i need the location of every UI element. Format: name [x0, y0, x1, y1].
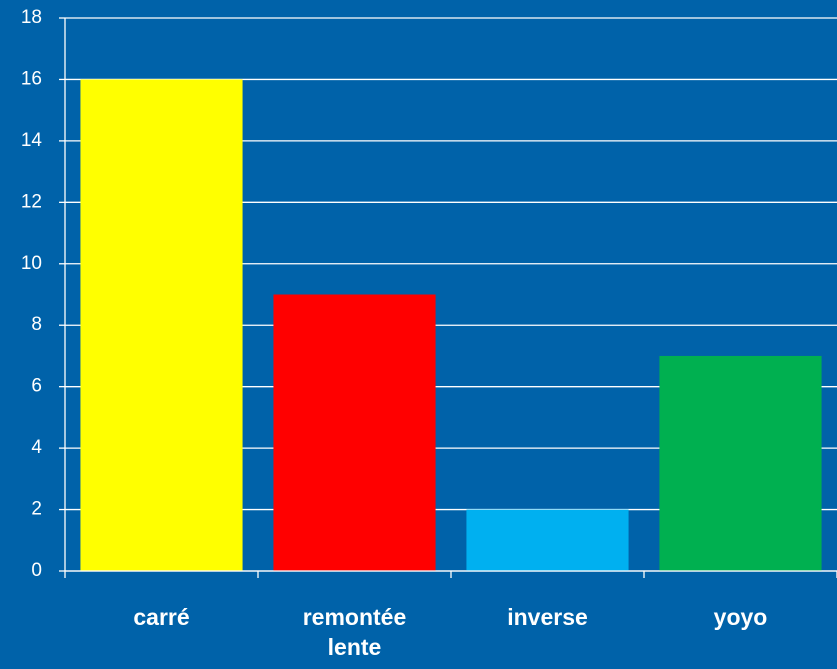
- x-tick-label: carré: [133, 604, 190, 630]
- bar: [273, 294, 436, 571]
- bar: [466, 509, 629, 571]
- bar: [659, 355, 822, 571]
- x-tick-label: inverse: [507, 604, 588, 630]
- y-tick-label: 4: [31, 437, 42, 458]
- y-tick-label: 2: [31, 499, 42, 520]
- y-tick-label: 0: [31, 560, 42, 581]
- y-tick-label: 6: [31, 376, 42, 397]
- y-tick-label: 16: [21, 68, 42, 89]
- bar: [80, 79, 243, 571]
- y-tick-label: 14: [21, 130, 43, 151]
- x-tick-label: yoyo: [713, 604, 768, 630]
- y-tick-label: 10: [21, 253, 42, 274]
- y-tick-label: 18: [21, 7, 42, 28]
- y-tick-label: 12: [21, 191, 42, 212]
- x-tick-label: remontée lente: [302, 604, 407, 660]
- y-tick-label: 8: [31, 314, 42, 335]
